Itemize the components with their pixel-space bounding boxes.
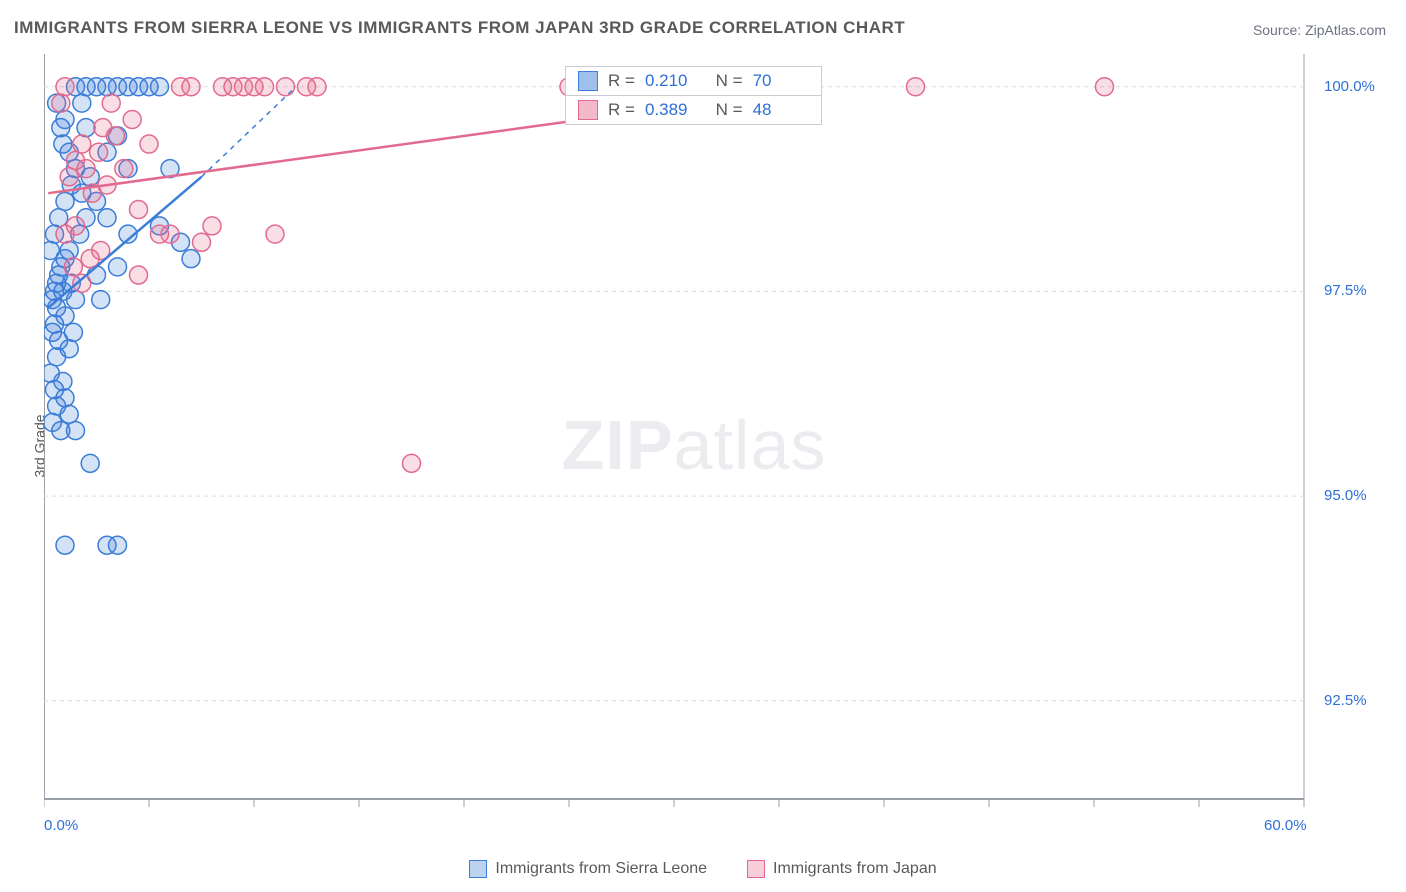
- stat-n-label: N =: [711, 100, 743, 120]
- x-tick-label: 0.0%: [44, 817, 78, 834]
- legend-label: Immigrants from Sierra Leone: [495, 860, 707, 878]
- stat-row: R = 0.389 N = 48: [565, 96, 822, 125]
- source-attribution: Source: ZipAtlas.com: [1253, 22, 1386, 38]
- y-tick-label: 92.5%: [1324, 692, 1367, 709]
- y-tick-label: 100.0%: [1324, 78, 1375, 95]
- y-tick-label: 95.0%: [1324, 487, 1367, 504]
- legend-item: Immigrants from Sierra Leone: [469, 860, 707, 878]
- stat-row: R = 0.210 N = 70: [565, 66, 822, 96]
- legend-label: Immigrants from Japan: [773, 860, 937, 878]
- stat-n-label: N =: [711, 71, 743, 91]
- bottom-legend: Immigrants from Sierra Leone Immigrants f…: [0, 860, 1406, 878]
- stat-n-value: 70: [753, 71, 809, 91]
- chart-title: IMMIGRANTS FROM SIERRA LEONE VS IMMIGRAN…: [14, 18, 905, 38]
- correlation-stat-box: R = 0.210 N = 70 R = 0.389 N = 48: [565, 66, 822, 125]
- stat-n-value: 48: [753, 100, 809, 120]
- chart-area: ZIPatlas 92.5%95.0%97.5%100.0%0.0%60.0%: [44, 54, 1344, 836]
- legend-swatch: [578, 100, 598, 120]
- stat-r-value: 0.389: [645, 100, 701, 120]
- stat-r-label: R =: [608, 100, 635, 120]
- x-tick-label: 60.0%: [1264, 817, 1307, 834]
- scatter-plot-svg: [44, 54, 1344, 836]
- legend-swatch: [469, 860, 487, 878]
- legend-swatch: [747, 860, 765, 878]
- legend-item: Immigrants from Japan: [747, 860, 937, 878]
- y-tick-label: 97.5%: [1324, 282, 1367, 299]
- stat-r-value: 0.210: [645, 71, 701, 91]
- stat-r-label: R =: [608, 71, 635, 91]
- legend-swatch: [578, 71, 598, 91]
